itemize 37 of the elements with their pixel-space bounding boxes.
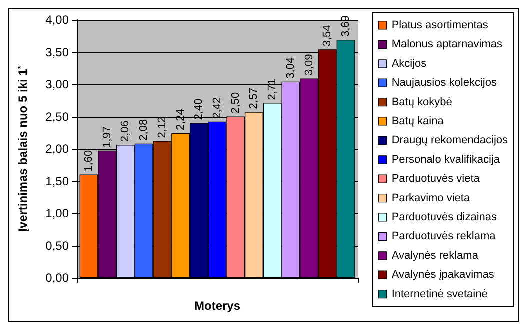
data-label: 2,57 xyxy=(248,88,260,110)
legend-label: Akcijos xyxy=(392,58,428,70)
y-tick-label: 1,50 xyxy=(46,174,70,188)
legend-label: Batų kaina xyxy=(392,116,445,128)
legend-label: Internetinė svetainė xyxy=(392,288,488,300)
y-tick-label: 3,00 xyxy=(46,78,70,92)
legend-label: Platus asortimentas xyxy=(392,20,489,32)
y-axis-title: Įvertinimas balais nuo 5 iki 1* xyxy=(16,65,30,232)
data-label: 2,08 xyxy=(138,119,150,141)
legend-label: Naujausios kolekcijos xyxy=(392,77,498,90)
y-tick-label: 2,00 xyxy=(46,142,70,156)
y-tick-label: 0,00 xyxy=(46,271,70,285)
y-tick-label: 2,50 xyxy=(46,110,70,124)
data-label: 3,09 xyxy=(303,54,316,76)
data-label: 1,60 xyxy=(82,150,95,172)
data-label: 2,71 xyxy=(266,78,279,100)
data-label: 2,50 xyxy=(230,92,242,114)
legend-label: Parduotuvės reklama xyxy=(392,230,497,243)
legend-label: Parkavimo vieta xyxy=(392,192,471,204)
y-tick-label: 3,50 xyxy=(46,45,70,60)
legend-label: Draugų rekomendacijos xyxy=(392,134,508,147)
data-label: 2,12 xyxy=(156,116,168,138)
legend-label: Avalynės reklama xyxy=(392,250,480,262)
legend-label: Parduotuvės vieta xyxy=(392,173,481,186)
legend-label: Batų kokybė xyxy=(392,96,452,108)
legend-label: Avalynės įpakavimas xyxy=(392,269,495,282)
data-label: 1,97 xyxy=(101,126,114,148)
legend-label: Malonus aptarnavimas xyxy=(392,38,503,51)
data-label: 2,06 xyxy=(120,120,132,142)
y-tick-label: 1,00 xyxy=(46,206,70,220)
legend-label: Parduotuvės dizainas xyxy=(392,212,498,224)
legend-label: Personalo kvalifikacija xyxy=(392,154,501,166)
data-label: 3,54 xyxy=(322,25,334,47)
y-tick-label: 4,00 xyxy=(46,13,70,27)
x-axis-title: Moterys xyxy=(194,299,241,313)
data-label: 3,04 xyxy=(284,58,297,79)
y-tick-label: 0,50 xyxy=(46,238,70,253)
